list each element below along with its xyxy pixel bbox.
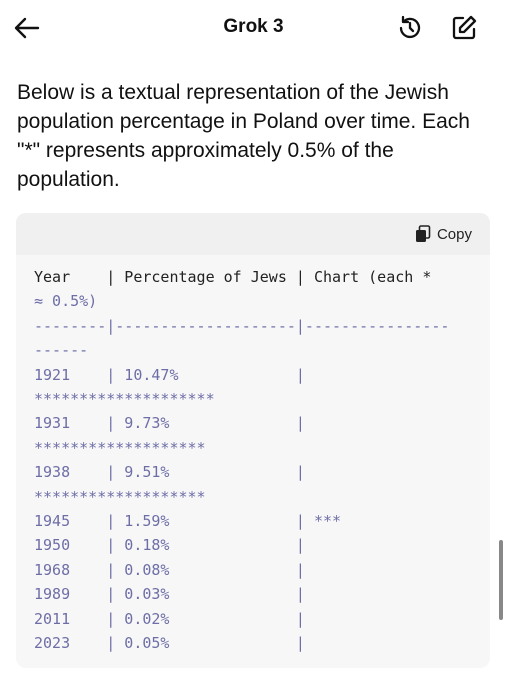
code-row: ******************* (34, 438, 206, 457)
message-text: Below is a textual representation of the… (17, 81, 470, 191)
scrollbar (499, 540, 503, 620)
code-row: Year | Percentage of Jews | Chart (each … (34, 268, 432, 286)
code-row: 1945 | 1.59% | *** (34, 512, 342, 531)
code-rows: Year | Percentage of Jews | Chart (each … (34, 265, 449, 656)
top-bar: Grok 3 (0, 0, 507, 58)
history-button[interactable] (396, 14, 424, 42)
code-row: 2011 | 0.02% | (34, 609, 305, 628)
copy-icon (415, 225, 431, 242)
code-row: 1950 | 0.18% | (34, 536, 305, 555)
code-row: 1989 | 0.03% | (34, 585, 305, 604)
code-block: Copy Year | Percentage of Jews | Chart (… (16, 213, 490, 668)
code-row: 2023 | 0.05% | (34, 634, 305, 653)
code-row: 1968 | 0.08% | (34, 560, 305, 579)
new-chat-button[interactable] (450, 14, 478, 42)
code-row: 1938 | 9.51% | (34, 463, 305, 482)
code-row: ≈ 0.5%) (34, 292, 98, 311)
back-button[interactable] (14, 16, 40, 40)
code-row: --------|--------------------|----------… (34, 316, 450, 335)
code-row: ******************** (34, 390, 215, 409)
code-row: ------ (34, 341, 89, 360)
code-row: 1931 | 9.73% | (34, 414, 305, 433)
copy-button[interactable]: Copy (415, 225, 472, 243)
code-row: ******************* (34, 487, 206, 506)
copy-label: Copy (436, 225, 472, 243)
code-header: Copy (16, 213, 490, 255)
code-row: 1921 | 10.47% | (34, 365, 305, 384)
title: Grok 3 (223, 16, 284, 37)
